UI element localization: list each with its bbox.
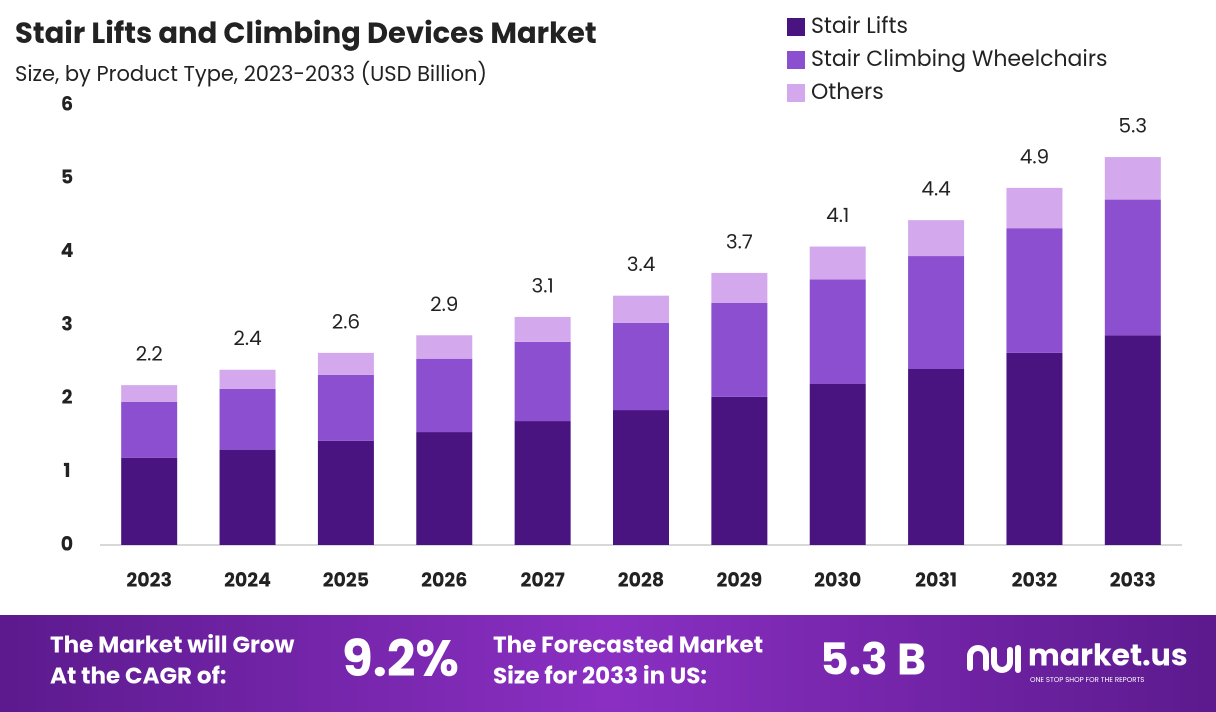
total-label: 3.4	[627, 250, 656, 278]
total-label: 2.9	[430, 290, 458, 318]
total-label: 2.4	[233, 324, 261, 352]
total-label: 3.1	[531, 271, 553, 299]
y-tick-label: 0	[61, 530, 73, 557]
x-tick-label: 2030	[814, 566, 861, 593]
bar-segment	[1104, 335, 1161, 545]
footer-band	[0, 615, 1216, 712]
x-tick-label: 2032	[1012, 566, 1058, 593]
legend-swatch	[787, 51, 805, 69]
bar-segment	[514, 421, 571, 545]
total-label: 3.7	[726, 227, 753, 255]
x-tick-label: 2029	[716, 566, 762, 593]
bar-segment	[809, 279, 866, 384]
bar-segment	[219, 388, 276, 450]
bar-segment	[416, 335, 473, 359]
footer-text: The Market will Grow	[50, 629, 294, 661]
y-tick-label: 5	[61, 164, 73, 191]
x-tick-label: 2025	[323, 566, 369, 593]
y-tick-label: 1	[63, 457, 70, 484]
footer-text: Size for 2033 in US:	[493, 660, 707, 692]
bar-segment	[1006, 187, 1063, 229]
y-tick-label: 6	[61, 90, 73, 117]
bar-segment	[613, 410, 669, 545]
bar-segment	[711, 396, 768, 545]
bar-segment	[1104, 157, 1161, 200]
bar-segment	[416, 432, 473, 545]
footer-text: The Forecasted Market	[493, 629, 763, 661]
total-label: 2.6	[332, 307, 360, 335]
total-label: 4.1	[826, 201, 849, 229]
bar-segment	[514, 316, 571, 342]
bar-segment	[514, 341, 571, 422]
x-tick-label: 2031	[915, 566, 957, 593]
y-tick-label: 2	[62, 384, 73, 411]
bar-segment	[121, 385, 178, 402]
bar-segment	[219, 449, 276, 545]
bar-segment	[121, 402, 178, 458]
bar-segment	[317, 440, 374, 545]
legend-swatch	[787, 84, 805, 102]
logo-text: market.us	[1028, 633, 1188, 676]
bar-segment	[809, 246, 866, 280]
x-tick-label: 2027	[521, 566, 565, 593]
total-label: 4.9	[1020, 142, 1049, 170]
total-label: 4.4	[921, 175, 950, 203]
bar-segment	[416, 358, 473, 433]
bar-segment	[317, 374, 374, 441]
footer-value: 9.2%	[342, 623, 459, 694]
bar-segment	[317, 352, 374, 375]
logo-icon	[967, 645, 1021, 673]
chart-subtitle: Size, by Product Type, 2023-2033 (USD Bi…	[15, 60, 487, 89]
bar-segment	[1104, 199, 1161, 336]
x-tick-label: 2028	[618, 566, 664, 593]
x-tick-label: 2024	[224, 566, 271, 593]
logo-tagline: ONE STOP SHOP FOR THE REPORTS	[1030, 676, 1144, 685]
bar-segment	[1006, 228, 1063, 353]
x-tick-label: 2023	[126, 566, 172, 593]
total-label: 2.2	[136, 340, 163, 368]
legend-label: Stair Climbing Wheelchairs	[811, 43, 1108, 74]
bar-segment	[809, 383, 866, 545]
chart-title: Stair Lifts and Climbing Devices Market	[15, 14, 597, 54]
footer-value: 5.3 B	[820, 629, 926, 690]
bar-segment	[711, 303, 768, 397]
total-label: 5.3	[1119, 112, 1148, 140]
legend-label: Others	[811, 76, 884, 107]
bar-segment	[613, 295, 669, 323]
bar-segment	[219, 369, 276, 389]
bar-segment	[711, 272, 768, 303]
legend-swatch	[787, 18, 805, 36]
bar-segment	[908, 369, 965, 545]
y-tick-label: 3	[61, 310, 73, 337]
x-tick-label: 2033	[1110, 566, 1156, 593]
legend-label: Stair Lifts	[811, 10, 908, 41]
bar-segment	[908, 256, 965, 369]
x-tick-label: 2026	[421, 566, 467, 593]
bar-segment	[613, 322, 669, 411]
footer-text: At the CAGR of:	[50, 660, 226, 692]
y-tick-label: 4	[61, 237, 74, 264]
bar-segment	[121, 457, 178, 545]
bar-segment	[1006, 352, 1063, 545]
bar-segment	[908, 220, 965, 257]
